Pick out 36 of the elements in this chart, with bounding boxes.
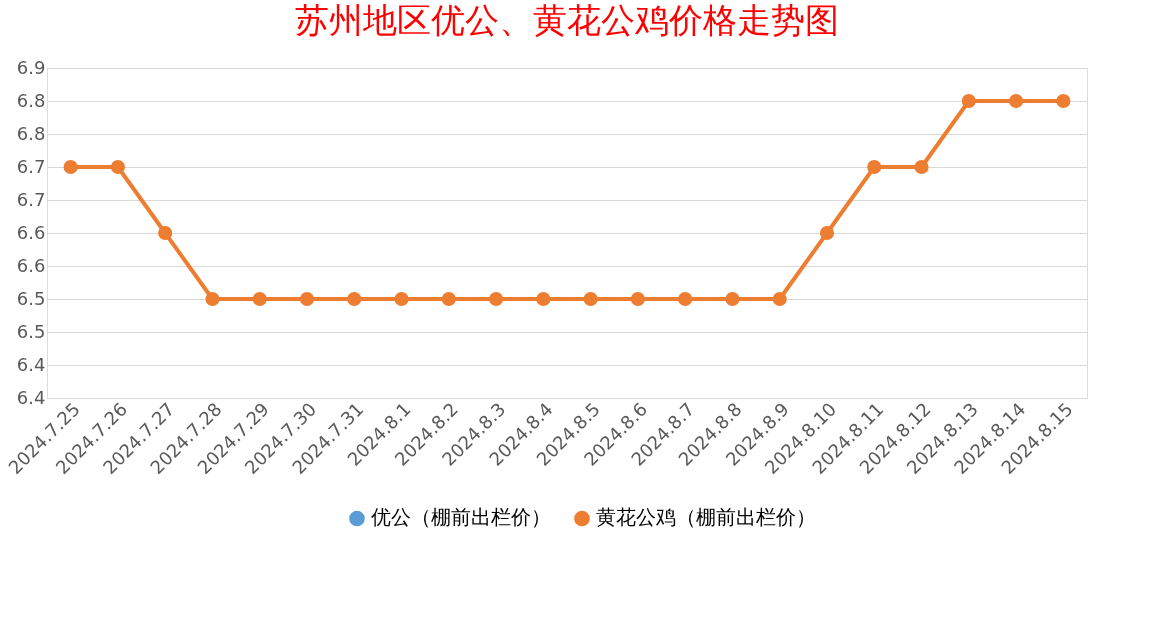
- point: [914, 159, 929, 175]
- point: [63, 159, 78, 175]
- point: [110, 159, 125, 175]
- point: [630, 291, 645, 307]
- point: [678, 291, 693, 307]
- y-tick-label: 6.6: [16, 221, 46, 243]
- point: [961, 93, 976, 109]
- y-tick-label: 6.5: [16, 320, 46, 342]
- y-tick-label: 6.4: [16, 353, 46, 375]
- point: [299, 291, 315, 307]
- point: [205, 291, 220, 307]
- point: [1009, 93, 1024, 109]
- legend-label: 黄花公鸡（棚前出栏价）: [596, 505, 816, 530]
- y-tick-label: 6.7: [16, 188, 46, 210]
- y-tick-label: 6.8: [16, 89, 46, 111]
- point: [819, 225, 835, 241]
- y-tick-label: 6.9: [16, 56, 46, 78]
- y-tick-label: 6.8: [16, 122, 46, 144]
- legend-label: 优公（棚前出栏价）: [371, 505, 551, 530]
- y-tick-label: 6.5: [16, 287, 46, 309]
- point: [1056, 93, 1071, 109]
- point: [441, 291, 456, 307]
- chart-title: 苏州地区优公、黄花公鸡价格走势图: [295, 0, 839, 40]
- point: [489, 291, 504, 307]
- point: [252, 291, 267, 307]
- point: [583, 291, 598, 307]
- point: [725, 291, 740, 307]
- point: [772, 291, 787, 307]
- y-tick-label: 6.4: [16, 386, 46, 408]
- point: [158, 225, 173, 241]
- y-tick-label: 6.6: [16, 254, 46, 276]
- point: [347, 291, 362, 307]
- point: [394, 291, 409, 307]
- point: [536, 291, 551, 307]
- point: [867, 159, 882, 175]
- y-tick-label: 6.7: [16, 155, 46, 177]
